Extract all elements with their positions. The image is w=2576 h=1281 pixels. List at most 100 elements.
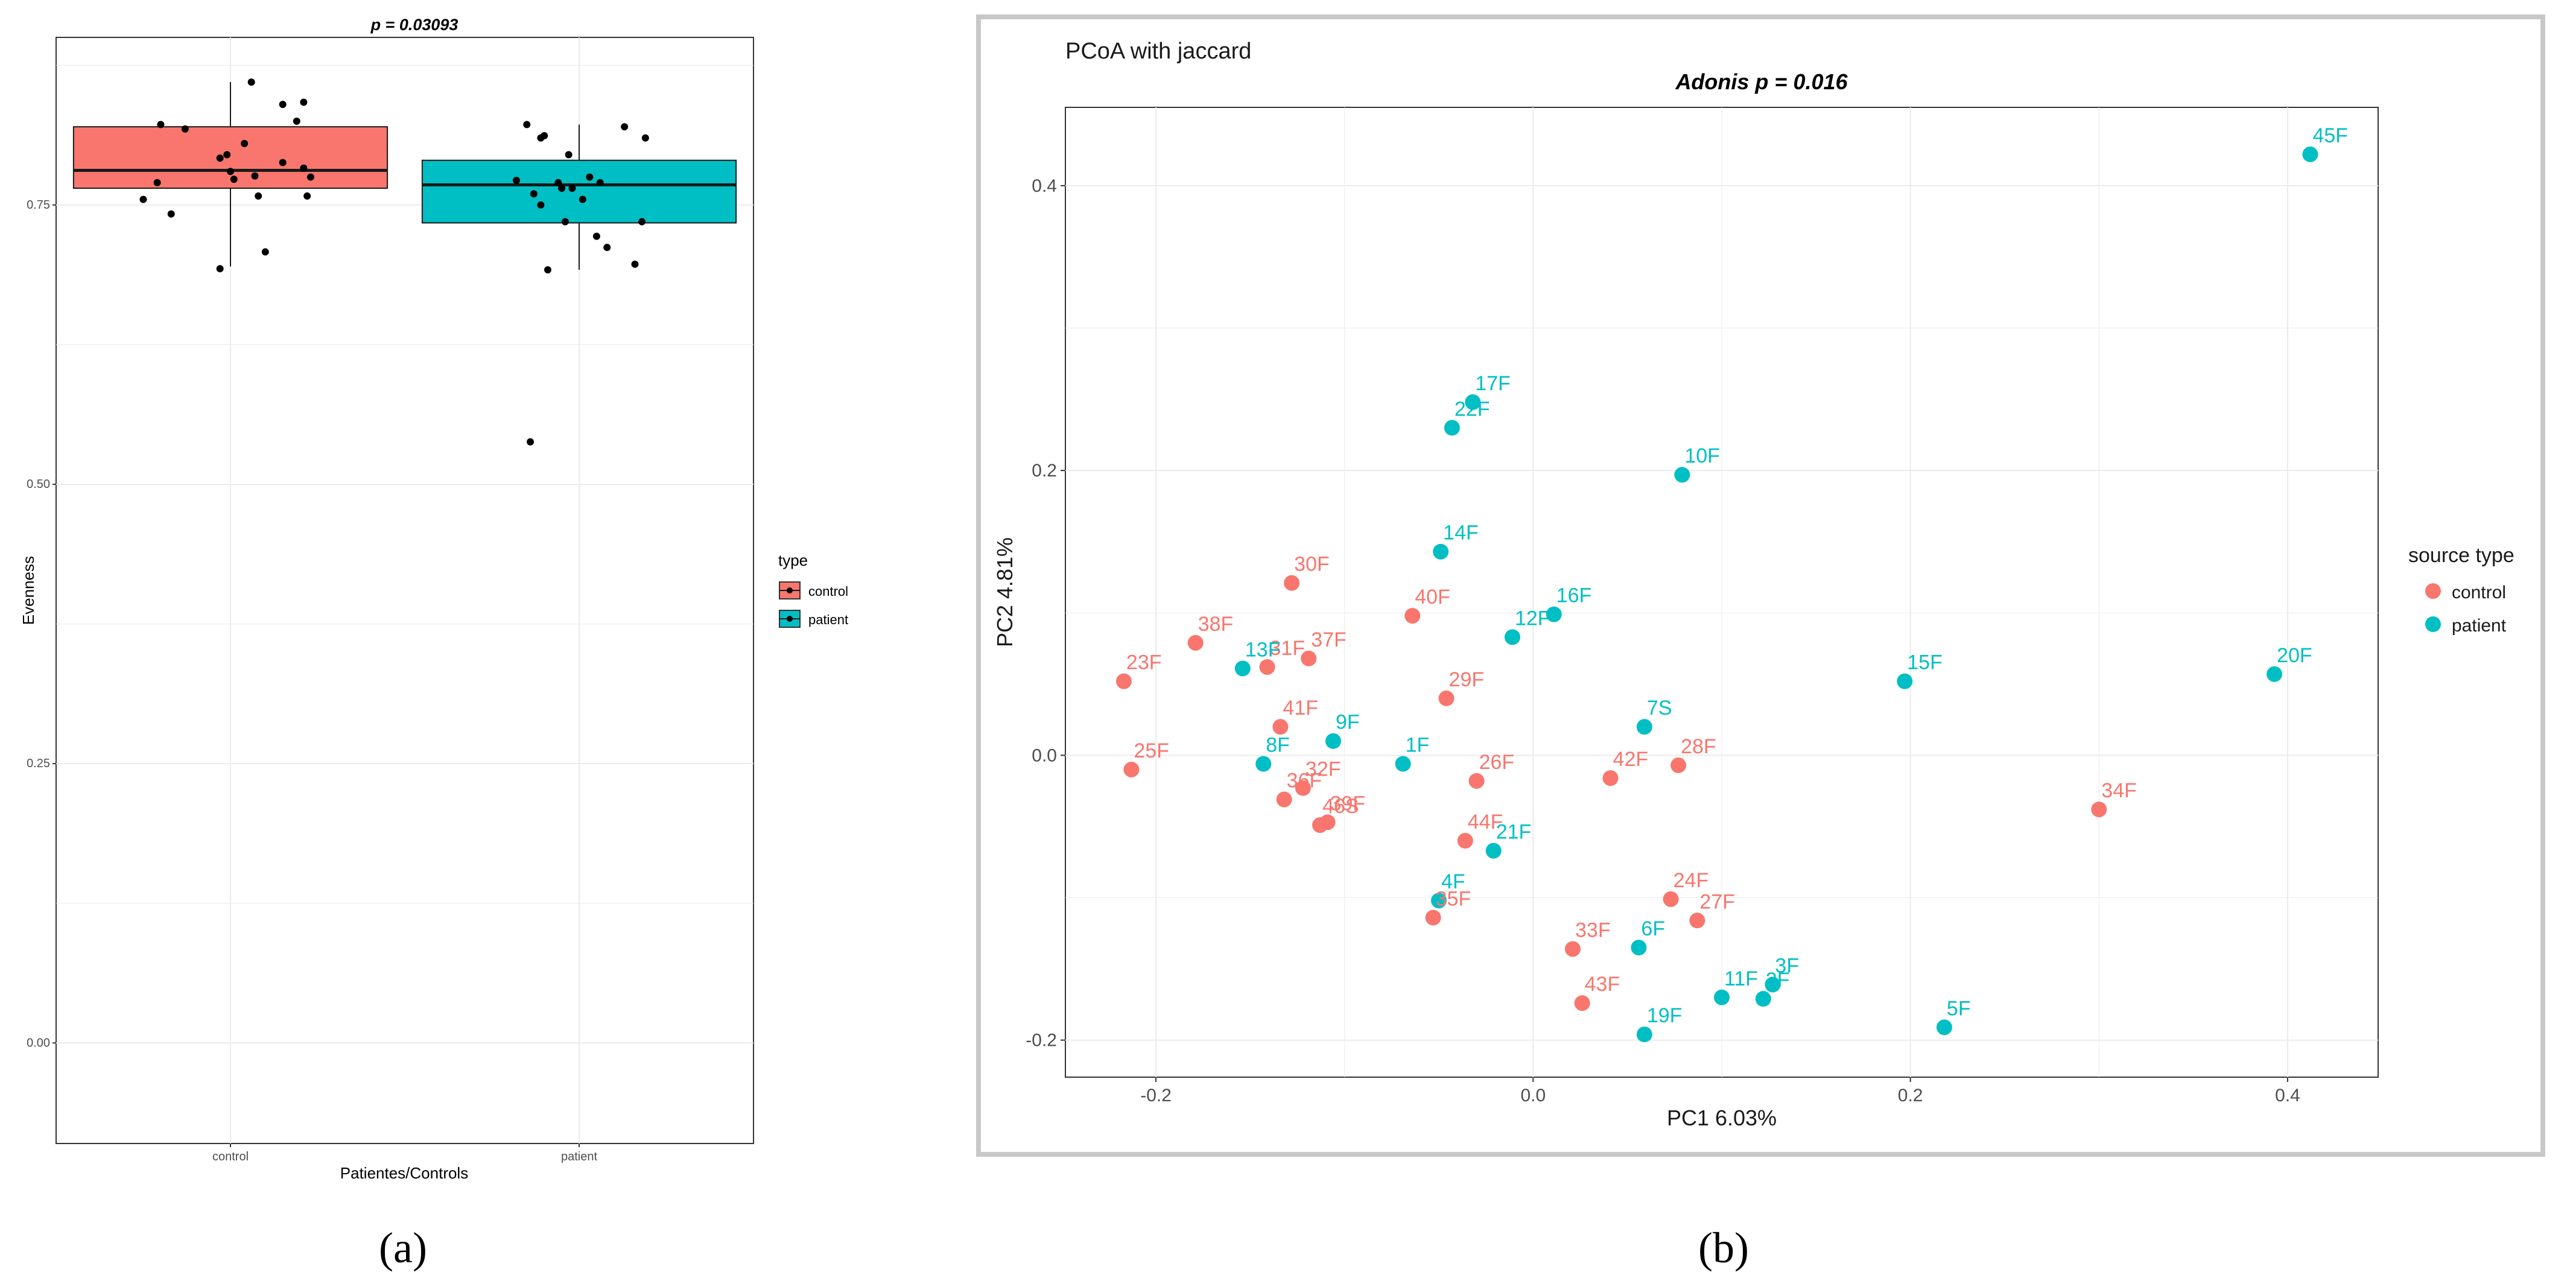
panel-a-point-control xyxy=(153,179,161,186)
panel-a-point-control xyxy=(300,98,308,106)
panel-b-point-14F xyxy=(1433,543,1449,560)
panel-b-point-37F xyxy=(1301,650,1317,666)
panel-b-point-42F xyxy=(1602,770,1619,786)
panel-a-point-control xyxy=(241,139,249,147)
panel-a-box-patient xyxy=(421,159,737,224)
panel-b-point-label-32F: 32F xyxy=(1305,758,1341,781)
panel-a-point-control xyxy=(261,248,269,256)
panel-b-x-tick-label: 0.2 xyxy=(1898,1086,1923,1105)
panel-b-point-label-44F: 44F xyxy=(1468,811,1503,833)
panel-b-point-label-41F: 41F xyxy=(1283,697,1318,720)
panel-b-point-label-33F: 33F xyxy=(1575,919,1611,941)
panel-b-x-ticks: -0.2 0.0 0.2 0.4 xyxy=(1140,1077,2300,1105)
panel-a-point-patient xyxy=(641,134,649,142)
panel-b-point-label-11F: 11F xyxy=(1724,967,1758,990)
panel-b-point-label-22F: 22F xyxy=(1455,397,1490,420)
panel-b-point-45F xyxy=(2302,146,2318,162)
panel-a-legend: type control patient xyxy=(778,551,848,628)
panel-a-x-tick-label: patient xyxy=(561,1150,597,1163)
panel-a-boxes xyxy=(72,82,737,270)
panel-b-point-22F xyxy=(1444,420,1460,436)
panel-b-legend-label-control: control xyxy=(2452,583,2506,603)
panel-b-point-41F xyxy=(1272,719,1289,735)
panel-b-point-label-36F: 36F xyxy=(1287,770,1322,792)
panel-b-point-label-13F: 13F xyxy=(1245,638,1281,661)
panel-b-point-38F xyxy=(1187,634,1204,651)
panel-a-point-control xyxy=(157,121,165,128)
panel-b-point-label-5F: 5F xyxy=(1947,997,1971,1020)
panel-b-point-15F xyxy=(1897,673,1913,689)
panel-a-point-patient xyxy=(530,190,538,198)
panel-a-x-axis-label: Patientes/Controls xyxy=(340,1164,468,1182)
panel-b-point-label-28F: 28F xyxy=(1681,735,1716,758)
panel-a-point-control xyxy=(167,210,175,218)
panel-b-point-label-12F: 12F xyxy=(1515,607,1550,630)
panel-b-point-label-8F: 8F xyxy=(1266,734,1290,757)
panel-a-point-patient xyxy=(621,123,629,131)
panel-a-y-tick-label: 0.75 xyxy=(27,198,50,212)
panel-a-point-control xyxy=(255,192,262,200)
panel-b-point-label-25F: 25F xyxy=(1134,739,1169,762)
panel-b-point-12F xyxy=(1504,629,1520,645)
panel-b-point-label-26F: 26F xyxy=(1479,751,1515,774)
panel-a-point-patient xyxy=(561,218,569,226)
panel-b-point-label-6F: 6F xyxy=(1641,917,1665,940)
panel-a-title: p = 0.03093 xyxy=(370,16,458,34)
panel-b-y-tick-label: 0.4 xyxy=(1032,176,1057,196)
panel-b-point-36F xyxy=(1276,791,1292,808)
panel-b-title: Adonis p = 0.016 xyxy=(1675,69,1848,94)
panel-b-point-label-34F: 34F xyxy=(2101,779,2137,802)
panel-b-point-33F xyxy=(1565,941,1581,957)
panel-a-point-control xyxy=(247,78,255,86)
panel-a-point-control xyxy=(300,164,308,172)
panel-a-point-patient xyxy=(558,185,566,192)
panel-b-point-46S xyxy=(1312,817,1328,833)
panel-a-points xyxy=(139,78,649,446)
panel-b-point-10F xyxy=(1674,467,1690,483)
panel-b-point-label-14F: 14F xyxy=(1443,522,1479,545)
panel-b-point-label-4F: 4F xyxy=(1441,870,1465,893)
panel-a-point-patient xyxy=(565,151,573,159)
panel-a-point-patient xyxy=(586,173,594,181)
panel-b-point-4F xyxy=(1431,893,1447,909)
panel-b-point-17F xyxy=(1465,394,1481,410)
panel-b-point-9F xyxy=(1325,733,1341,749)
panel-a-point-patient xyxy=(523,121,531,128)
panel-b-point-label-27F: 27F xyxy=(1699,890,1735,913)
panel-b-point-label-30F: 30F xyxy=(1294,553,1330,576)
panel-b-point-13F xyxy=(1234,660,1251,677)
panel-b-point-24F xyxy=(1663,891,1679,907)
panel-a-x-ticks: control patient xyxy=(212,1143,597,1163)
panel-a-point-patient xyxy=(541,132,548,140)
panel-b-point-label-40F: 40F xyxy=(1415,586,1450,609)
panel-b-point-label-15F: 15F xyxy=(1907,651,1943,674)
panel-b-point-5F xyxy=(1936,1019,1952,1036)
panel-a-point-control xyxy=(139,195,147,203)
panel-b-point-label-42F: 42F xyxy=(1613,748,1649,771)
panel-b-point-label-21F: 21F xyxy=(1496,821,1532,844)
panel-b-point-label-39F: 39F xyxy=(1330,792,1366,815)
panel-b-legend-label-patient: patient xyxy=(2452,616,2507,636)
panel-b-point-16F xyxy=(1546,606,1562,622)
panel-a-point-control xyxy=(279,101,287,109)
panel-b-point-label-10F: 10F xyxy=(1684,444,1720,467)
panel-b-x-axis-label: PC1 6.03% xyxy=(1667,1105,1777,1130)
panel-a-point-patient xyxy=(596,179,604,186)
panel-b-point-32F xyxy=(1295,780,1311,796)
panel-b-point-2F xyxy=(1755,991,1771,1007)
panel-b-point-34F xyxy=(2091,802,2107,818)
panel-a-boxplot: p = 0.03093 0.00 0.25 0.50 0.75 control pati… xyxy=(19,16,848,1182)
panel-b-point-label-35F: 35F xyxy=(1436,888,1471,911)
panel-b-point-29F xyxy=(1438,690,1455,706)
panel-a-y-tick-label: 0.00 xyxy=(27,1036,50,1049)
panel-b-point-label-3F: 3F xyxy=(1775,955,1799,978)
panel-a-y-ticks: 0.00 0.25 0.50 0.75 xyxy=(27,198,56,1049)
panel-b-y-tick-label: 0.2 xyxy=(1032,461,1057,481)
panel-a-point-control xyxy=(251,172,259,180)
panel-a-point-control xyxy=(293,117,300,125)
panel-a-y-tick-label: 0.50 xyxy=(27,478,50,491)
panel-b-point-30F xyxy=(1284,575,1300,591)
panel-b-x-tick-label: 0.4 xyxy=(2275,1086,2300,1105)
